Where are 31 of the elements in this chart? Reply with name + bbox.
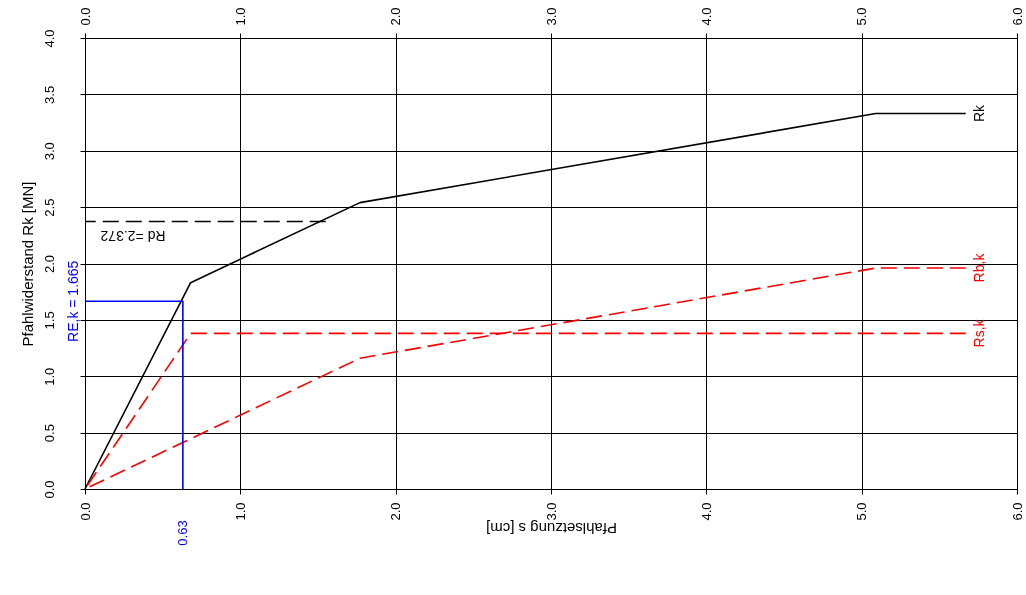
text: Rs,k [970, 318, 987, 348]
y-tick-label: 4.0 [41, 29, 57, 48]
x2-tick-label: 4.0 [698, 7, 714, 26]
y-tick-label: 2.0 [41, 254, 57, 274]
x-tick-label: 6.0 [1009, 502, 1025, 521]
text: Rk [970, 103, 987, 123]
y-tick-label: 3.0 [41, 142, 57, 161]
x-tick-label: 0.0 [77, 502, 93, 521]
x2-tick-label: 1.0 [232, 7, 248, 26]
x-tick-label: 4.0 [698, 502, 714, 521]
y-tick-label: 3.5 [41, 85, 57, 104]
x2-tick-label: 3.0 [543, 7, 559, 26]
x-tick-label: 2.0 [388, 502, 404, 521]
y-axis-title: Pfahlwiderstand Rk [MN] [18, 181, 36, 347]
annotation: Rd =2.372 [100, 227, 166, 244]
y-tick-label: 0.5 [41, 424, 57, 443]
x-tick-label: 1.0 [232, 502, 248, 521]
y-tick-label: 1.0 [41, 367, 57, 386]
y-tick-label: 0.0 [41, 480, 57, 499]
x2-tick-label: 5.0 [854, 7, 870, 26]
y-tick-label: 1.5 [41, 311, 57, 330]
x-tick-label: 5.0 [854, 502, 870, 521]
text: Rb,k [970, 252, 987, 283]
annotation: RE,k = 1.665 [65, 260, 81, 342]
x2-tick-label: 6.0 [1009, 7, 1025, 26]
x-tick-label: 3.0 [543, 502, 559, 521]
y-tick-label: 2.5 [41, 198, 57, 217]
x2-tick-label: 0.0 [77, 7, 93, 26]
annotation: 0.63 [174, 520, 190, 546]
x2-tick-label: 2.0 [388, 7, 404, 26]
x-axis-title: Pfahlsetzung s [cm] [486, 519, 617, 537]
